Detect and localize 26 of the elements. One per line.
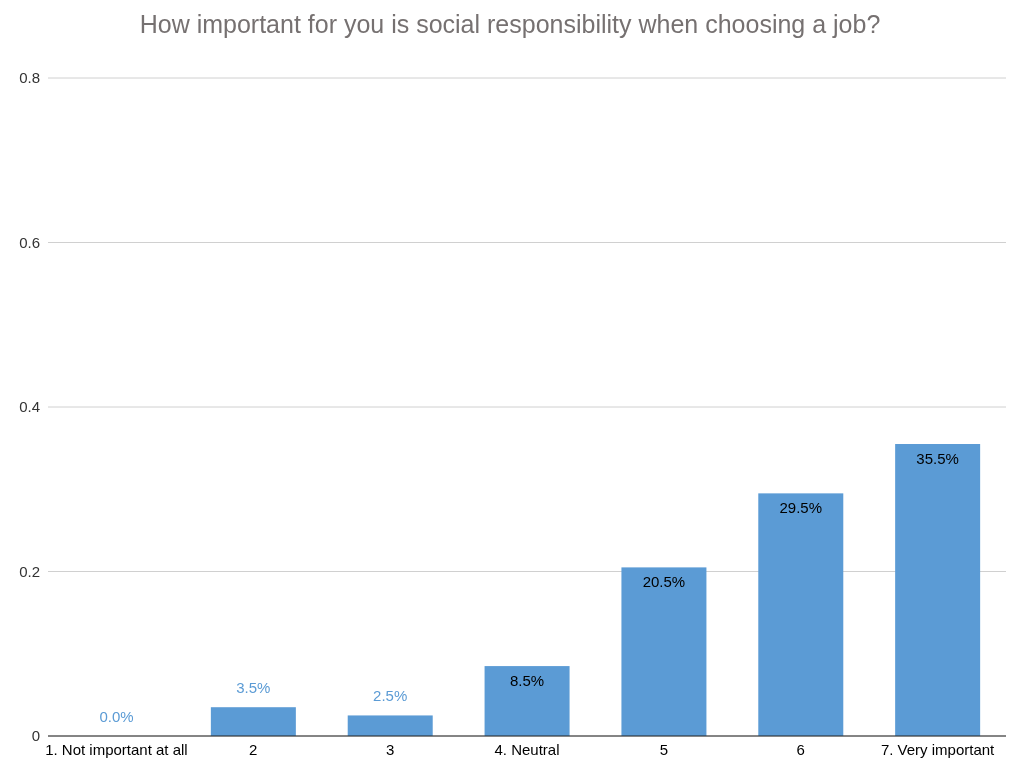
data-label: 8.5% (509, 672, 545, 690)
chart-title: How important for you is social responsibility when choosing a job? (138, 10, 882, 40)
x-tick-label: 5 (659, 740, 669, 758)
y-tick-label: 0.8 (19, 69, 40, 87)
bar (484, 666, 570, 736)
data-label: 35.5% (916, 450, 959, 468)
x-tick-label: 6 (796, 740, 805, 758)
bar (347, 715, 433, 736)
x-tick-label: 7. Very important (880, 740, 996, 758)
bar (758, 493, 844, 736)
data-label: 2.5% (373, 687, 408, 705)
data-label: 0.0% (99, 708, 134, 725)
x-tick-label: 1. Not important at all (45, 740, 188, 758)
bar (621, 567, 707, 736)
data-label: 29.5% (779, 499, 823, 517)
y-tick-label: 0.6 (19, 233, 40, 251)
bar (895, 444, 981, 736)
data-label: 3.5% (236, 679, 271, 697)
y-tick-label: 0 (31, 727, 40, 745)
x-tick-label: 2 (249, 740, 258, 758)
y-tick-label: 0.4 (19, 398, 40, 416)
x-tick-label: 3 (385, 740, 395, 758)
bar (210, 707, 296, 736)
x-tick-label: 4. Neutral (494, 740, 560, 758)
y-tick-label: 0.2 (19, 562, 40, 580)
data-label: 20.5% (642, 573, 686, 591)
